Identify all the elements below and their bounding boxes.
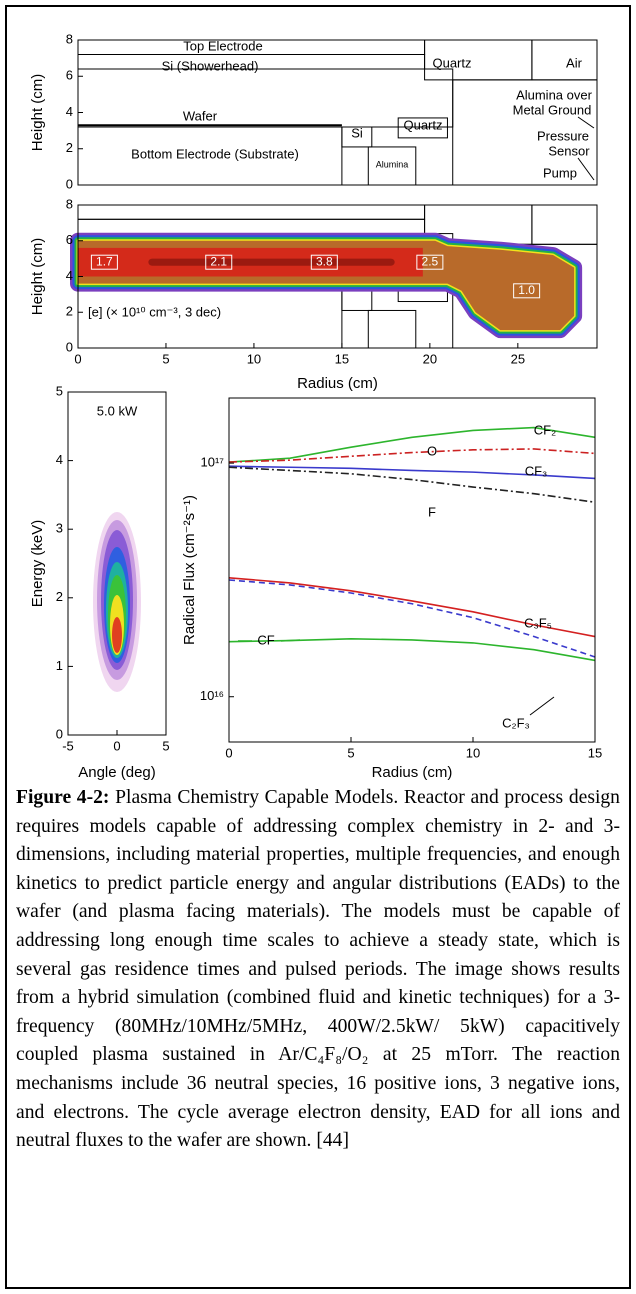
pointer [280, 639, 301, 642]
region-label: Air [566, 55, 583, 70]
y-tick-label: 0 [66, 176, 73, 191]
ead-contour [112, 617, 122, 653]
contour-label-box [90, 254, 118, 270]
x-tick-label: 5 [162, 351, 169, 366]
y-tick-label: 10¹⁶ [200, 688, 224, 703]
region-label: Alumina over [516, 87, 593, 102]
region-box [397, 117, 448, 139]
series-label: CF₃ [525, 463, 548, 478]
contour-label: 1.0 [518, 283, 535, 297]
y-tick-label: 8 [66, 196, 73, 211]
region-box [77, 218, 426, 235]
region-label: Bottom Electrode (Substrate) [131, 146, 299, 161]
caption-label: Figure 4-2: [16, 787, 110, 808]
y-tick-label: 6 [66, 68, 73, 83]
contour-label: 3.8 [316, 254, 333, 268]
annotation: 5.0 kW [97, 403, 138, 418]
axes-frame [228, 397, 596, 743]
pointer [529, 696, 555, 716]
y-axis-label: Height (cm) [29, 74, 46, 152]
y-tick-label: 4 [66, 104, 73, 119]
series-label: CF₂ [534, 422, 556, 437]
x-tick-label: 15 [335, 351, 349, 366]
region-label: Si [351, 125, 363, 140]
y-axis-label: Radical Flux (cm⁻²s⁻¹) [181, 495, 198, 645]
region-label: Pump [543, 165, 577, 180]
series-line [228, 448, 596, 463]
region-label: Metal Ground [513, 102, 592, 117]
series-line [228, 579, 596, 658]
y-tick-label: 2 [66, 140, 73, 155]
x-tick-label: 15 [588, 745, 602, 760]
series-line [228, 637, 596, 662]
region-box [531, 204, 598, 245]
y-tick-label: 6 [66, 232, 73, 247]
series-line [228, 426, 596, 463]
y-tick-label: 2 [56, 589, 63, 604]
figure: Top Electrode Si (Showerhead) Quartz Air Alu… [29, 31, 602, 781]
annotation: [e] (× 10¹⁰ cm⁻³, 3 dec) [88, 304, 221, 319]
pointer [577, 157, 595, 181]
y-tick-label: 0 [56, 726, 63, 741]
caption-text: Plasma Chemistry Capable Models. Reactor… [16, 787, 620, 1152]
y-tick-label: 5 [56, 383, 63, 398]
region-label: Si (Showerhead) [162, 58, 259, 73]
region-box [77, 204, 426, 220]
region-box [341, 126, 373, 148]
series-label: C₂F₃ [502, 715, 530, 730]
region-label: Top Electrode [183, 38, 263, 53]
y-tick-label: 4 [66, 268, 73, 283]
x-axis-label: Radius (cm) [297, 375, 378, 392]
series-label: O [427, 443, 437, 458]
region-label: Quartz [432, 55, 471, 70]
contour-label-box [513, 283, 541, 299]
series-line [228, 466, 596, 504]
region-label: Wafer [183, 108, 218, 123]
series-line [228, 576, 596, 638]
contour-label-box [205, 254, 233, 270]
density-peak [148, 258, 395, 266]
x-tick-label: 25 [511, 351, 525, 366]
figure-frame [5, 5, 631, 1289]
y-tick-label: 2 [66, 304, 73, 319]
x-tick-label: 10 [247, 351, 261, 366]
series-label: CF [257, 632, 274, 647]
region-label: Quartz [403, 117, 442, 132]
y-tick-label: 10¹⁷ [201, 455, 225, 470]
y-tick-label: 1 [56, 658, 63, 673]
y-axis-label: Height (cm) [29, 238, 46, 316]
x-tick-label: 10 [466, 745, 480, 760]
contour-label: 1.7 [96, 254, 113, 268]
y-tick-label: 8 [66, 31, 73, 46]
x-tick-label: 5 [162, 738, 169, 753]
x-tick-label: -5 [62, 738, 74, 753]
x-axis-label: Angle (deg) [78, 764, 156, 781]
x-tick-label: 0 [74, 351, 81, 366]
x-tick-label: 0 [113, 738, 120, 753]
series-line [228, 465, 596, 480]
y-axis-label: Energy (keV) [29, 520, 46, 608]
region-label: Pressure [537, 128, 589, 143]
contour-label-box [416, 254, 444, 270]
y-tick-label: 3 [56, 521, 63, 536]
x-tick-label: 0 [225, 745, 232, 760]
series-label: C₃F₅ [524, 615, 552, 630]
x-axis-label: Radius (cm) [372, 764, 453, 781]
contour-label: 2.1 [210, 254, 227, 268]
caption: Figure 4-2: Plasma Chemistry Capable Mod… [16, 784, 620, 1156]
region-box [77, 68, 454, 128]
x-tick-label: 5 [347, 745, 354, 760]
region-label: Sensor [548, 143, 590, 158]
region-box [531, 39, 598, 81]
pointer [577, 116, 595, 129]
contour-label-box [310, 254, 338, 270]
region-label: Alumina [376, 159, 409, 169]
region-box [341, 290, 373, 311]
x-tick-label: 20 [423, 351, 437, 366]
y-tick-label: 0 [66, 339, 73, 354]
series-label: F [428, 504, 436, 519]
contour-label: 2.5 [422, 254, 439, 268]
y-tick-label: 4 [56, 452, 63, 467]
region-box [367, 309, 417, 349]
